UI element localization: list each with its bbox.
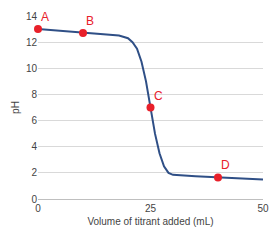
svg-text:12: 12 xyxy=(26,37,38,48)
svg-text:25: 25 xyxy=(145,203,157,214)
svg-text:14: 14 xyxy=(26,11,38,22)
svg-text:0: 0 xyxy=(35,203,41,214)
svg-text:pH: pH xyxy=(10,101,21,114)
svg-text:D: D xyxy=(221,158,230,172)
svg-text:50: 50 xyxy=(257,203,269,214)
svg-text:B: B xyxy=(86,14,94,28)
svg-text:Volume of titrant added (mL): Volume of titrant added (mL) xyxy=(87,216,213,227)
svg-text:A: A xyxy=(41,10,49,24)
svg-text:2: 2 xyxy=(31,167,37,178)
svg-text:6: 6 xyxy=(31,115,37,126)
svg-text:C: C xyxy=(154,89,163,103)
svg-text:4: 4 xyxy=(31,141,37,152)
svg-text:10: 10 xyxy=(26,63,38,74)
svg-text:0: 0 xyxy=(31,194,37,205)
svg-text:8: 8 xyxy=(31,89,37,100)
